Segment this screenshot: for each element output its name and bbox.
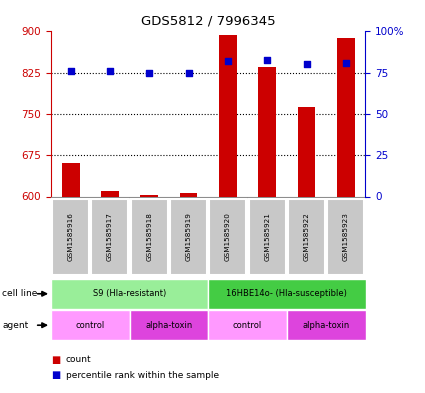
Point xyxy=(303,61,310,68)
Text: GSM1585921: GSM1585921 xyxy=(264,212,270,261)
Text: alpha-toxin: alpha-toxin xyxy=(303,321,350,330)
Bar xyxy=(287,310,366,340)
Bar xyxy=(298,107,315,196)
Bar xyxy=(52,199,89,275)
Text: ■: ■ xyxy=(51,370,60,380)
Bar xyxy=(101,191,119,196)
Bar xyxy=(258,67,276,196)
Text: GSM1585919: GSM1585919 xyxy=(186,212,192,261)
Point xyxy=(185,70,192,76)
Text: percentile rank within the sample: percentile rank within the sample xyxy=(66,371,219,380)
Point xyxy=(264,56,271,62)
Bar xyxy=(210,199,246,275)
Bar xyxy=(337,38,355,197)
Title: GDS5812 / 7996345: GDS5812 / 7996345 xyxy=(141,15,275,28)
Text: GSM1585922: GSM1585922 xyxy=(303,212,309,261)
Point xyxy=(343,60,349,66)
Text: count: count xyxy=(66,355,91,364)
Bar xyxy=(327,199,364,275)
Point xyxy=(224,58,231,64)
Bar xyxy=(288,199,325,275)
Text: agent: agent xyxy=(2,321,28,330)
Point xyxy=(146,70,153,76)
Point xyxy=(107,68,113,74)
Text: S9 (Hla-resistant): S9 (Hla-resistant) xyxy=(93,289,166,298)
Text: GSM1585918: GSM1585918 xyxy=(146,212,152,261)
Text: GSM1585916: GSM1585916 xyxy=(68,212,74,261)
Text: control: control xyxy=(233,321,262,330)
Bar xyxy=(170,199,207,275)
Text: control: control xyxy=(76,321,105,330)
Text: 16HBE14o- (Hla-susceptible): 16HBE14o- (Hla-susceptible) xyxy=(227,289,347,298)
Text: ■: ■ xyxy=(51,354,60,365)
Bar xyxy=(51,279,208,309)
Text: alpha-toxin: alpha-toxin xyxy=(145,321,193,330)
Bar xyxy=(208,310,287,340)
Bar xyxy=(131,199,168,275)
Bar xyxy=(62,163,79,196)
Bar xyxy=(91,199,128,275)
Bar xyxy=(130,310,208,340)
Bar xyxy=(51,310,130,340)
Text: GSM1585917: GSM1585917 xyxy=(107,212,113,261)
Text: cell line: cell line xyxy=(2,289,37,298)
Bar xyxy=(208,279,366,309)
Text: GSM1585923: GSM1585923 xyxy=(343,212,349,261)
Bar xyxy=(140,195,158,196)
Bar xyxy=(249,199,286,275)
Bar xyxy=(219,35,237,197)
Bar xyxy=(180,193,198,196)
Text: GSM1585920: GSM1585920 xyxy=(225,212,231,261)
Point xyxy=(67,68,74,74)
